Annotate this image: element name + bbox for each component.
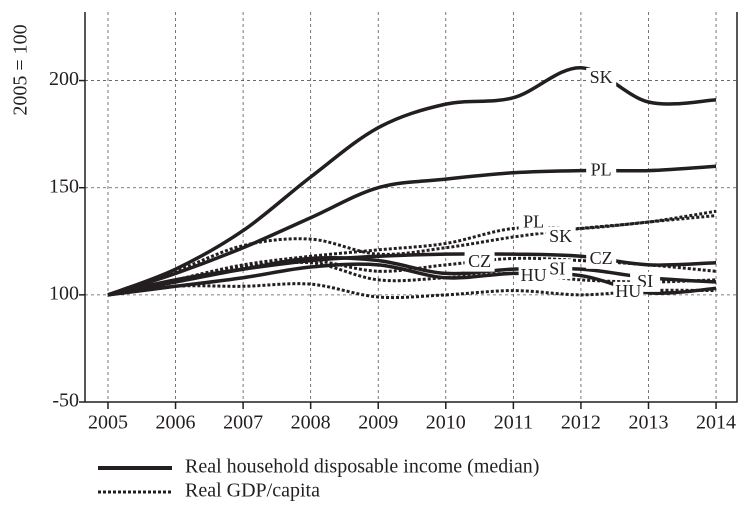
line xyxy=(107,256,717,297)
series-label: HU xyxy=(521,265,547,285)
series-label: HU xyxy=(615,281,641,301)
axis xyxy=(84,12,738,403)
series-label-group: HU xyxy=(518,265,549,287)
label-background xyxy=(542,259,573,280)
series-label-group: SK xyxy=(586,67,617,88)
line xyxy=(107,282,717,300)
y-tick-label: 100 xyxy=(49,282,79,304)
series-label: CZ xyxy=(590,248,613,268)
series-label-group: SI xyxy=(542,258,573,280)
label-background xyxy=(586,248,617,269)
label-background xyxy=(586,68,617,88)
x-tick-label: 2005 xyxy=(88,412,128,434)
label-background xyxy=(464,251,495,272)
series-label: CZ xyxy=(468,251,491,271)
y-tick-label: 150 xyxy=(49,175,79,197)
label-background xyxy=(545,227,576,247)
y-tick-label: 200 xyxy=(49,68,79,90)
label-background xyxy=(613,281,644,302)
series-label: SK xyxy=(590,67,613,87)
series-label-group: PL xyxy=(518,212,549,233)
y-axis-label: 2005 = 100 xyxy=(10,24,32,115)
line xyxy=(107,260,717,297)
x-tick-label: 2014 xyxy=(696,412,736,434)
series-label: PL xyxy=(523,212,544,232)
label-background xyxy=(586,160,617,181)
legend-label: Real household disposable income (median… xyxy=(185,456,539,478)
series-label-group: CZ xyxy=(464,251,495,272)
series-label: SK xyxy=(549,226,572,246)
x-tick-label: 2007 xyxy=(223,412,263,434)
series-label: PL xyxy=(591,160,612,180)
legend-label: Real GDP/capita xyxy=(185,480,320,502)
x-tick-label: 2008 xyxy=(291,412,331,434)
y-tick-label: -50 xyxy=(52,390,79,412)
x-tick-label: 2009 xyxy=(358,412,398,434)
series-label: SI xyxy=(549,258,565,278)
x-tick-label: 2010 xyxy=(426,412,466,434)
x-tick-label: 2013 xyxy=(628,412,668,434)
series-label-group: PL xyxy=(586,160,617,181)
series-label-group: HU xyxy=(613,281,644,302)
series-label-group: CZ xyxy=(586,248,617,269)
line xyxy=(107,209,717,297)
x-tick-label: 2006 xyxy=(156,412,196,434)
x-tick-label: 2011 xyxy=(494,412,533,434)
label-background xyxy=(518,266,549,287)
x-tick-label: 2012 xyxy=(561,412,601,434)
series-label-group: SK xyxy=(545,226,576,247)
label-background xyxy=(518,212,549,233)
